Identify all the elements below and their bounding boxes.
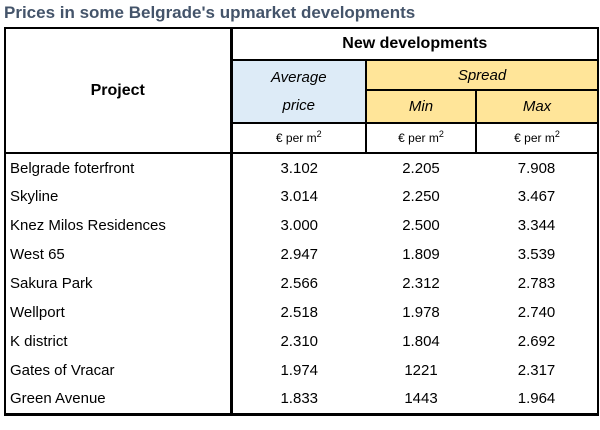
header-row-spread: Average price Spread xyxy=(5,59,600,124)
max-cell: 3.344 xyxy=(517,217,556,234)
unit-text: € per m xyxy=(275,131,317,145)
page-title: Prices in some Belgrade's upmarket devel… xyxy=(4,3,416,22)
project-cell: K district xyxy=(5,327,233,356)
unit-text: € per m xyxy=(398,131,439,145)
avg-price-cell: 2.518 xyxy=(280,304,319,321)
unit-cell-max: € per m2 xyxy=(474,122,600,154)
table-row: Skyline 3.014 2.250 3.467 xyxy=(5,182,598,211)
unit-superscript: 2 xyxy=(438,129,444,139)
project-cell: Gates of Vracar xyxy=(5,356,233,385)
header-row-minmax: Min Max xyxy=(5,89,600,124)
max-cell: 7.908 xyxy=(517,159,556,177)
header-row-units: € per m2 € per m2 € per m2 xyxy=(5,122,600,154)
project-cell: Wellport xyxy=(5,298,233,327)
min-cell: 1.809 xyxy=(402,246,440,263)
avg-price-cell: 3.000 xyxy=(280,217,319,234)
avg-price-cell: 3.102 xyxy=(280,159,319,177)
table-row: Green Avenue 1.833 1443 1.964 xyxy=(5,385,598,414)
col-group-header-spread: Spread xyxy=(364,59,600,91)
project-cell: Belgrade foterfront xyxy=(5,153,233,182)
table-row: Gates of Vracar 1.974 1221 2.317 xyxy=(5,356,598,385)
max-cell: 3.539 xyxy=(517,246,556,263)
unit-superscript: 2 xyxy=(316,129,322,139)
average-price-line1: Average xyxy=(270,68,327,86)
max-cell: 2.317 xyxy=(517,362,556,379)
table-row: K district 2.310 1.804 2.692 xyxy=(5,327,598,356)
avg-price-cell: 2.566 xyxy=(280,275,319,292)
max-cell: 2.692 xyxy=(517,333,556,350)
avg-price-cell: 1.974 xyxy=(280,362,319,379)
max-cell: 1.964 xyxy=(517,390,556,408)
unit-superscript: 2 xyxy=(554,129,560,139)
col-header-min: Min xyxy=(365,89,477,124)
table-row: West 65 2.947 1.809 3.539 xyxy=(5,240,598,269)
min-cell: 1443 xyxy=(404,390,438,408)
project-cell: Sakura Park xyxy=(5,269,233,298)
avg-price-cell: 2.310 xyxy=(280,333,319,350)
col-header-average-price: Average price xyxy=(230,59,367,124)
col-header-project: Project xyxy=(4,27,233,154)
max-cell: 3.467 xyxy=(517,188,556,205)
col-group-header-new-developments: New developments xyxy=(229,27,600,61)
avg-price-cell: 1.833 xyxy=(280,390,319,408)
unit-cell-average: € per m2 xyxy=(230,122,367,154)
project-cell: Green Avenue xyxy=(5,385,233,414)
min-cell: 2.312 xyxy=(402,275,440,292)
min-cell: 1.804 xyxy=(402,333,440,350)
min-cell: 2.500 xyxy=(402,217,440,234)
col-header-max: Max xyxy=(474,89,600,124)
table-row: Sakura Park 2.566 2.312 2.783 xyxy=(5,269,598,298)
unit-text: € per m xyxy=(514,131,555,145)
prices-table: Project New developments Average price S… xyxy=(4,27,600,416)
unit-cell-min: € per m2 xyxy=(365,122,477,154)
avg-price-cell: 3.014 xyxy=(280,188,319,205)
min-cell: 2.205 xyxy=(402,159,440,177)
min-cell: 1221 xyxy=(404,362,438,379)
project-cell: West 65 xyxy=(5,240,233,269)
header-row-group: Project New developments xyxy=(4,27,600,154)
table-row: Knez Milos Residences 3.000 2.500 3.344 xyxy=(5,211,598,240)
table-row: Belgrade foterfront 3.102 2.205 7.908 xyxy=(5,153,598,182)
min-cell: 2.250 xyxy=(402,188,440,205)
average-price-line2: price xyxy=(282,96,315,114)
max-cell: 2.783 xyxy=(517,275,556,292)
project-cell: Knez Milos Residences xyxy=(5,211,233,240)
avg-price-cell: 2.947 xyxy=(280,246,319,263)
max-cell: 2.740 xyxy=(517,304,556,321)
table-row: Wellport 2.518 1.978 2.740 xyxy=(5,298,598,327)
project-cell: Skyline xyxy=(5,182,233,211)
min-cell: 1.978 xyxy=(402,304,440,321)
